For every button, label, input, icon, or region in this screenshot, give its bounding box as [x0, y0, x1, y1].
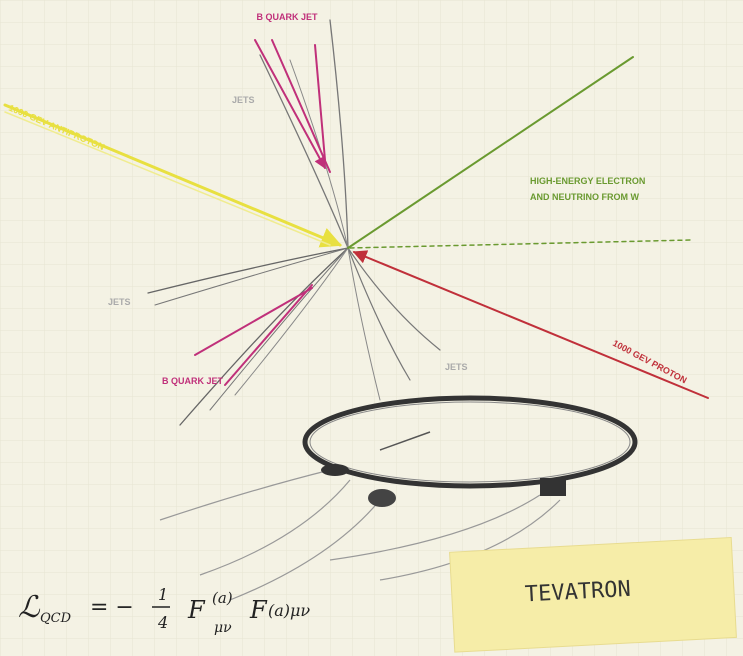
diagram: B QUARK JET JETS 1000 GEV ANTIPROTON HIG… — [0, 0, 743, 656]
sticky-note: TEVATRON — [450, 538, 737, 653]
b-quark-jet-label: B QUARK JET — [162, 376, 224, 386]
jets-label: JETS — [232, 95, 255, 105]
formula-superscript: (a) — [212, 589, 233, 607]
formula-symbol: ℒ — [18, 590, 41, 625]
formula-index: (a)μν — [268, 601, 310, 620]
jets-label: JETS — [108, 297, 131, 307]
formula-numerator: 1 — [158, 585, 168, 604]
electron-label: AND NEUTRINO FROM W — [530, 192, 639, 202]
formula-term: F — [187, 596, 206, 624]
formula-term: F — [249, 596, 268, 624]
b-quark-jet-label: B QUARK JET — [256, 12, 318, 22]
formula-subscript: μν — [214, 620, 232, 636]
jets-label: JETS — [445, 362, 468, 372]
electron-label: HIGH-ENERGY ELECTRON — [530, 176, 645, 186]
formula-denominator: 4 — [157, 613, 168, 632]
formula-subscript: QCD — [40, 611, 72, 626]
formula-equals: = − — [90, 595, 134, 620]
